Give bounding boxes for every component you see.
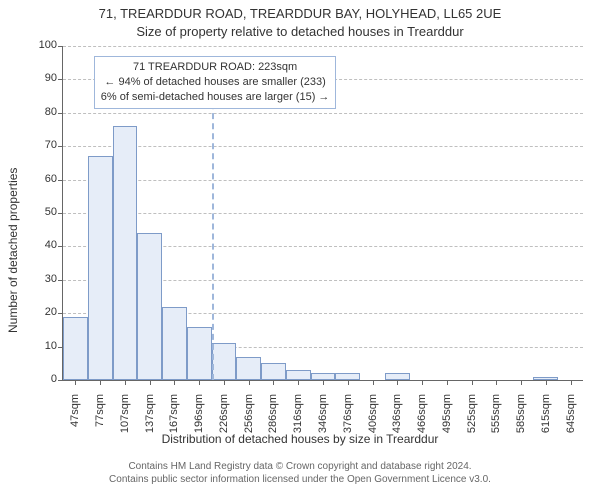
y-tick-label: 20 <box>29 306 57 318</box>
x-tick-mark <box>224 380 225 385</box>
y-tick-mark <box>58 313 63 314</box>
y-tick-mark <box>58 380 63 381</box>
histogram-bar <box>88 156 113 380</box>
histogram-bar <box>212 343 237 380</box>
y-tick-mark <box>58 46 63 47</box>
annotation-line: 71 TREARDDUR ROAD: 223sqm <box>101 60 330 75</box>
histogram-bar <box>113 126 138 380</box>
x-tick-mark <box>546 380 547 385</box>
grid-line <box>63 46 583 47</box>
x-tick-mark <box>174 380 175 385</box>
x-tick-mark <box>273 380 274 385</box>
y-tick-label: 90 <box>29 72 57 84</box>
x-tick-mark <box>323 380 324 385</box>
histogram-bar <box>335 373 360 380</box>
y-tick-mark <box>58 180 63 181</box>
x-tick-mark <box>422 380 423 385</box>
y-tick-mark <box>58 146 63 147</box>
x-tick-mark <box>472 380 473 385</box>
grid-line <box>63 213 583 214</box>
x-tick-mark <box>150 380 151 385</box>
annotation-line: ← 94% of detached houses are smaller (23… <box>101 75 330 90</box>
chart-container: 71, TREARDDUR ROAD, TREARDDUR BAY, HOLYH… <box>0 0 600 500</box>
y-tick-label: 100 <box>29 39 57 51</box>
x-tick-mark <box>373 380 374 385</box>
x-tick-mark <box>199 380 200 385</box>
grid-line <box>63 113 583 114</box>
y-tick-mark <box>58 280 63 281</box>
histogram-bar <box>162 307 187 380</box>
title-line-2: Size of property relative to detached ho… <box>0 24 600 39</box>
grid-line <box>63 180 583 181</box>
x-tick-mark <box>496 380 497 385</box>
histogram-bar <box>311 373 336 380</box>
x-tick-mark <box>348 380 349 385</box>
histogram-bar <box>137 233 162 380</box>
y-tick-mark <box>58 213 63 214</box>
y-tick-label: 30 <box>29 273 57 285</box>
x-tick-mark <box>249 380 250 385</box>
y-tick-mark <box>58 79 63 80</box>
histogram-bar <box>286 370 311 380</box>
y-tick-label: 60 <box>29 173 57 185</box>
histogram-bar <box>187 327 212 380</box>
title-line-1: 71, TREARDDUR ROAD, TREARDDUR BAY, HOLYH… <box>0 6 600 21</box>
y-tick-label: 10 <box>29 340 57 352</box>
y-axis-label: Number of detached properties <box>6 0 20 500</box>
grid-line <box>63 146 583 147</box>
y-tick-label: 70 <box>29 139 57 151</box>
x-tick-mark <box>571 380 572 385</box>
x-tick-mark <box>521 380 522 385</box>
x-axis-label: Distribution of detached houses by size … <box>0 432 600 446</box>
y-tick-label: 40 <box>29 239 57 251</box>
y-tick-mark <box>58 113 63 114</box>
annotation-line: 6% of semi-detached houses are larger (1… <box>101 90 330 105</box>
x-tick-mark <box>75 380 76 385</box>
y-tick-label: 50 <box>29 206 57 218</box>
y-tick-label: 80 <box>29 106 57 118</box>
x-tick-mark <box>100 380 101 385</box>
x-tick-mark <box>397 380 398 385</box>
y-tick-mark <box>58 246 63 247</box>
histogram-bar <box>385 373 410 380</box>
histogram-bar <box>236 357 261 380</box>
y-tick-label: 0 <box>29 373 57 385</box>
x-tick-mark <box>447 380 448 385</box>
footer-attribution: Contains HM Land Registry data © Crown c… <box>0 460 600 486</box>
histogram-bar <box>261 363 286 380</box>
reference-line <box>212 63 214 380</box>
histogram-bar <box>63 317 88 380</box>
plot-area: 010203040506070809010047sqm77sqm107sqm13… <box>62 46 583 381</box>
annotation-box: 71 TREARDDUR ROAD: 223sqm← 94% of detach… <box>94 56 337 109</box>
footer-line-1: Contains HM Land Registry data © Crown c… <box>0 460 600 473</box>
footer-line-2: Contains public sector information licen… <box>0 473 600 486</box>
x-tick-mark <box>298 380 299 385</box>
x-tick-mark <box>125 380 126 385</box>
